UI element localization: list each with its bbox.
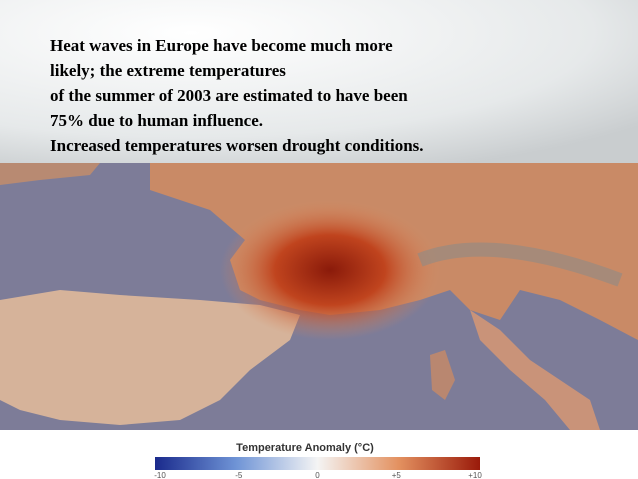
text-line: Increased temperatures worsen drought co… (50, 136, 424, 155)
land-iberia (0, 290, 300, 425)
color-bar (155, 457, 480, 470)
text-line: of the summer of 2003 are estimated to h… (50, 86, 408, 105)
legend-tick: +5 (392, 471, 402, 479)
legend-tick: 0 (315, 471, 320, 479)
text-line: 75% due to human influence. (50, 111, 263, 130)
land-sardinia (430, 350, 455, 400)
text-line: Heat waves in Europe have become much mo… (50, 36, 393, 55)
land-italy (470, 310, 600, 430)
text-line: likely; the extreme temperatures (50, 61, 286, 80)
alps (417, 242, 623, 287)
legend-tick: +10 (468, 471, 482, 479)
legend-tick: -10 (154, 471, 166, 479)
legend-tick: -5 (235, 471, 243, 479)
land-britain (0, 163, 100, 185)
heat-anomaly (220, 200, 440, 340)
slide-text: Heat waves in Europe have become much mo… (50, 33, 424, 158)
legend-title: Temperature Anomaly (°C) (236, 442, 374, 454)
